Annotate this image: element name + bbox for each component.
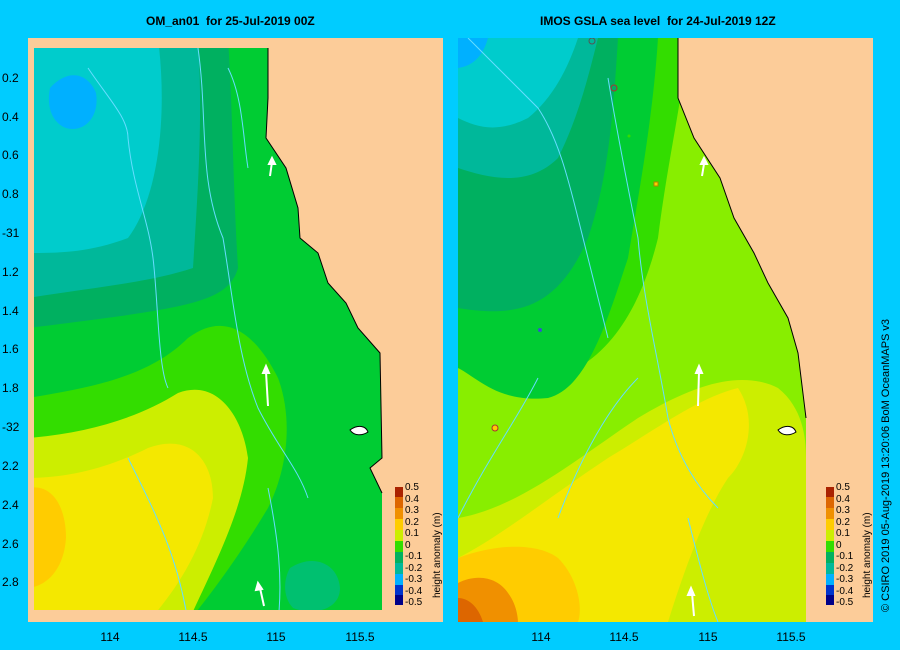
y-tick-label: 1.8 [2, 381, 19, 395]
colorbar-tick: 0 [836, 540, 842, 551]
left-map-panel [28, 38, 443, 622]
colorbar-tick: -0.3 [405, 574, 423, 585]
colorbar-tick: 0.3 [405, 505, 419, 516]
right-colorbar-label: height anomaly (m) [862, 512, 873, 598]
colorbar-tick: 0.4 [405, 494, 419, 505]
colorbar-tick: 0.4 [836, 494, 850, 505]
colorbar-tick: 0.3 [836, 505, 850, 516]
right-map-panel [458, 38, 873, 622]
colorbar-tick: 0.1 [836, 528, 850, 539]
colorbar-tick: -0.2 [836, 563, 854, 574]
x-tick-label: 114.5 [609, 630, 639, 644]
x-tick-label: 114.5 [178, 630, 208, 644]
y-tick-label: 2.6 [2, 537, 19, 551]
x-tick-label: 115 [266, 630, 286, 644]
x-tick-label: 115.5 [345, 630, 375, 644]
y-tick-label: 1.6 [2, 342, 19, 356]
y-tick-label: 0.8 [2, 187, 19, 201]
y-tick-label: 2.8 [2, 575, 19, 589]
left-anomaly-field [34, 48, 383, 610]
y-tick-label: 1.4 [2, 304, 19, 318]
colorbar-tick: -0.5 [405, 597, 423, 608]
colorbar-tick: 0.2 [405, 517, 419, 528]
colorbar-tick: 0.1 [405, 528, 419, 539]
colorbar-tick: -0.5 [836, 597, 854, 608]
right-anomaly-field [458, 38, 807, 622]
y-tick-label: -32 [2, 420, 20, 434]
y-tick-label: -31 [2, 226, 20, 240]
left-colorbar [395, 487, 403, 605]
y-tick-label: 0.2 [2, 71, 19, 85]
colorbar-tick: 0 [405, 540, 411, 551]
y-tick-label: 2.4 [2, 498, 19, 512]
x-tick-label: 114 [531, 630, 551, 644]
y-tick-label: 0.4 [2, 110, 19, 124]
colorbar-tick: -0.4 [405, 586, 423, 597]
y-tick-label: 0.6 [2, 148, 19, 162]
right-colorbar [826, 487, 834, 605]
colorbar-tick: -0.4 [836, 586, 854, 597]
x-tick-label: 115.5 [776, 630, 806, 644]
right-map-title: IMOS GSLA sea level for 24-Jul-2019 12Z [540, 14, 776, 28]
colorbar-tick: 0.2 [836, 517, 850, 528]
left-colorbar-label: height anomaly (m) [432, 512, 443, 598]
colorbar-tick: -0.1 [405, 551, 423, 562]
y-tick-label: 2.2 [2, 459, 19, 473]
colorbar-tick: -0.2 [405, 563, 423, 574]
colorbar-tick: 0.5 [836, 482, 850, 493]
colorbar-tick: -0.1 [836, 551, 854, 562]
colorbar-tick: -0.3 [836, 574, 854, 585]
credit-text: © CSIRO 2019 05-Aug-2019 13:20:06 BoM Oc… [880, 318, 892, 612]
x-tick-label: 115 [698, 630, 718, 644]
colorbar-tick: 0.5 [405, 482, 419, 493]
y-tick-label: 1.2 [2, 265, 19, 279]
obs-track-markers [491, 38, 659, 432]
x-tick-label: 114 [100, 630, 120, 644]
left-map-title: OM_an01 for 25-Jul-2019 00Z [146, 14, 315, 28]
